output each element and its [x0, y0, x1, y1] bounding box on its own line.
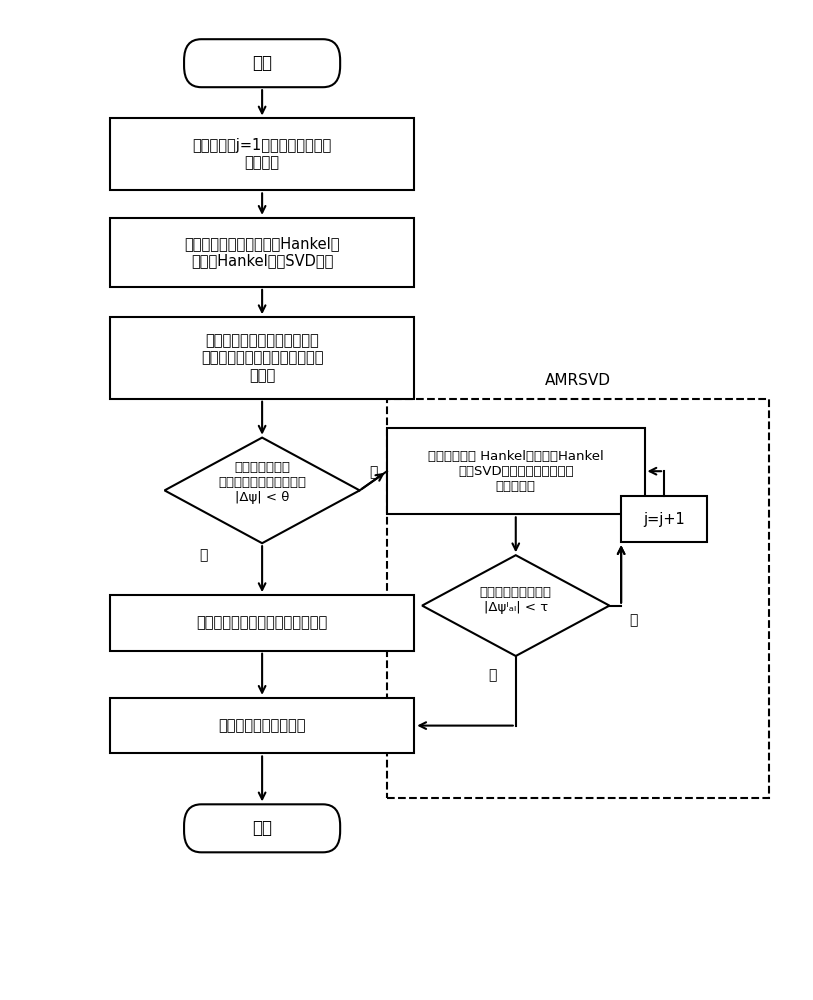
Text: 是: 是 — [488, 668, 497, 682]
Text: 结束: 结束 — [252, 819, 272, 837]
FancyBboxPatch shape — [184, 39, 340, 87]
Bar — [110, 317, 415, 399]
Bar — [387, 428, 645, 514]
Text: 重构大地电磁有用信号: 重构大地电磁有用信号 — [219, 718, 306, 733]
Polygon shape — [422, 555, 610, 656]
Bar — [387, 399, 769, 798]
Text: 近似分量重建 Hankel矩阵，对Hankel
矩阵SVD分解，得到近似分量
和细节分量: 近似分量重建 Hankel矩阵，对Hankel 矩阵SVD分解，得到近似分量 和… — [428, 450, 603, 493]
Bar — [110, 218, 415, 287]
Bar — [110, 118, 415, 190]
Polygon shape — [164, 438, 359, 543]
Text: 对大地电磁数据构建三阶Hankel矩
阵，对Hankel矩阵SVD分解: 对大地电磁数据构建三阶Hankel矩 阵，对Hankel矩阵SVD分解 — [185, 236, 340, 269]
Text: 否: 否 — [369, 465, 377, 479]
Text: AMRSVD: AMRSVD — [546, 373, 611, 388]
Text: 细节分量标准差
和近似分量标准差的差値
|Δψ| < θ: 细节分量标准差 和近似分量标准差的差値 |Δψ| < θ — [218, 461, 307, 504]
FancyBboxPatch shape — [184, 804, 340, 852]
Text: 细节分量标准差差値
|Δψᴵₐₗ| < τ: 细节分量标准差差値 |Δψᴵₐₗ| < τ — [480, 586, 552, 614]
Text: 初始化参数j=1，对大地电磁数据
均匀分段: 初始化参数j=1，对大地电磁数据 均匀分段 — [193, 138, 332, 171]
Text: 开始: 开始 — [252, 54, 272, 72]
Text: 保留原始信号为大地电磁有用信号: 保留原始信号为大地电磁有用信号 — [197, 615, 328, 630]
Text: j=j+1: j=j+1 — [643, 512, 685, 527]
Bar — [110, 698, 415, 753]
Text: 否: 否 — [629, 613, 637, 627]
Bar — [110, 595, 415, 651]
Text: 得到近似分量和细节分量，并
计算近似分量标准差和细节分量
标准差: 得到近似分量和细节分量，并 计算近似分量标准差和细节分量 标准差 — [201, 333, 324, 383]
Bar — [621, 496, 707, 542]
Text: 是: 是 — [199, 548, 208, 562]
